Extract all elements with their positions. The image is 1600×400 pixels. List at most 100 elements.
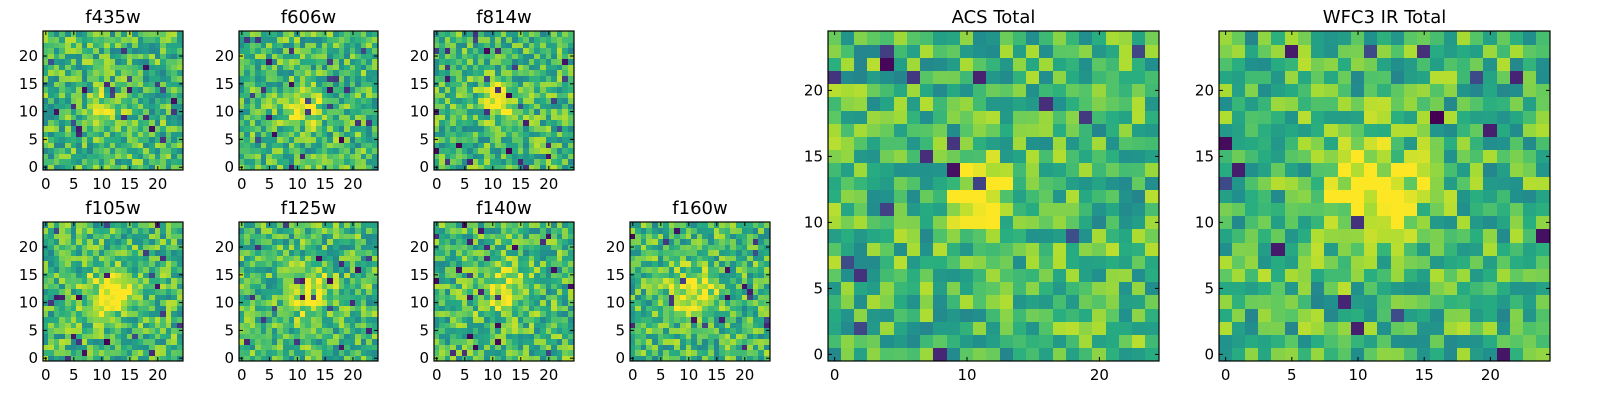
heatmap-cell [495, 310, 502, 317]
heatmap-cell [669, 244, 675, 250]
heatmap-cell [93, 349, 99, 356]
heatmap-cell [160, 255, 167, 261]
heatmap-cell [177, 333, 183, 339]
heatmap-cell [1026, 321, 1040, 335]
heatmap-cell [551, 114, 558, 120]
heatmap-cell [1079, 281, 1093, 295]
heatmap-cell [512, 92, 518, 98]
heatmap-cell [138, 244, 144, 250]
heatmap-cell [115, 86, 122, 93]
heatmap-cell [1079, 321, 1093, 335]
heatmap-cell [462, 316, 468, 323]
heatmap-cell [551, 266, 558, 273]
heatmap-cell [907, 295, 921, 309]
heatmap-cell [300, 164, 306, 170]
heatmap-cell [462, 125, 468, 132]
heatmap-cell [495, 58, 502, 65]
heatmap-cell [355, 355, 362, 361]
axes-frame [629, 221, 771, 362]
heatmap-cell [327, 47, 334, 54]
heatmap-cell [160, 58, 167, 65]
heatmap-cell [316, 97, 323, 104]
heatmap-cell [261, 97, 267, 104]
heatmap-cell [512, 86, 518, 93]
heatmap-cell [512, 97, 518, 104]
heatmap-cell [484, 86, 490, 93]
heatmap-cell [669, 222, 675, 228]
heatmap-cell [434, 255, 440, 261]
heatmap-cell [261, 92, 267, 98]
heatmap-cell [76, 283, 83, 289]
heatmap-cell [104, 355, 111, 361]
heatmap-cell [59, 255, 66, 261]
heatmap-cell [518, 97, 524, 104]
heatmap-cell [652, 338, 658, 345]
heatmap-cell [467, 125, 474, 132]
heatmap-cell [250, 42, 256, 48]
heatmap-cell [110, 42, 116, 48]
heatmap-cell [473, 164, 479, 170]
heatmap-cell [87, 81, 94, 87]
heatmap-cell [65, 58, 71, 65]
heatmap-cell [501, 92, 507, 98]
heatmap-cell [529, 58, 535, 65]
heatmap-cell [87, 272, 94, 278]
heatmap-cell [43, 338, 49, 345]
heatmap-cell [646, 344, 653, 350]
heatmap-cell [244, 244, 251, 250]
heatmap-cell [439, 36, 446, 43]
heatmap-cell [551, 92, 558, 98]
heatmap-cell [523, 327, 530, 334]
heatmap-cell [674, 283, 681, 289]
heatmap-cell [48, 125, 55, 132]
heatmap-cell [322, 58, 328, 65]
heatmap-cell [339, 97, 345, 104]
heatmap-cell [445, 260, 451, 267]
heatmap-cell [300, 333, 306, 339]
heatmap-cell [557, 249, 563, 256]
heatmap-cell [478, 97, 485, 104]
heatmap-cell [160, 147, 167, 154]
heatmap-cell [518, 131, 524, 137]
heatmap-cell [960, 202, 974, 216]
heatmap-cell [501, 119, 507, 126]
heatmap-cell [339, 53, 345, 59]
heatmap-cell [289, 64, 295, 70]
heatmap-cell [372, 142, 378, 148]
heatmap-cell [652, 227, 658, 234]
heatmap-cell [138, 108, 144, 115]
heatmap-cell [523, 238, 530, 245]
heatmap-cell [277, 310, 284, 317]
heatmap-cell [160, 69, 167, 76]
heatmap-cell [467, 131, 474, 137]
heatmap-cell [177, 316, 183, 323]
heatmap-cell [484, 97, 490, 104]
heatmap-cell [48, 114, 55, 120]
heatmap-cell [355, 153, 362, 159]
heatmap-cell [300, 64, 306, 70]
heatmap-cell [495, 222, 502, 228]
heatmap-cell [54, 86, 60, 93]
heatmap-cell [828, 163, 842, 177]
heatmap-cell [149, 164, 155, 170]
heatmap-cell [344, 344, 351, 350]
heatmap-cell [110, 288, 116, 295]
heatmap-cell [490, 338, 496, 345]
heatmap-cell [294, 305, 301, 311]
heatmap-cell [462, 147, 468, 154]
heatmap-cell [523, 260, 530, 267]
heatmap-cell [506, 92, 513, 98]
heatmap-cell [439, 244, 446, 250]
heatmap-cell [841, 295, 855, 309]
heatmap-cell [177, 294, 183, 300]
heatmap-cell [641, 294, 647, 300]
heatmap-cell [316, 158, 323, 165]
heatmap-cell [1066, 295, 1080, 309]
heatmap-cell [663, 310, 670, 317]
heatmap-cell [294, 69, 301, 76]
heatmap-cell [82, 349, 88, 356]
heatmap-cell [283, 142, 290, 148]
heatmap-cell [725, 344, 731, 350]
heatmap-cell [1039, 229, 1054, 243]
heatmap-cell [1026, 163, 1040, 177]
